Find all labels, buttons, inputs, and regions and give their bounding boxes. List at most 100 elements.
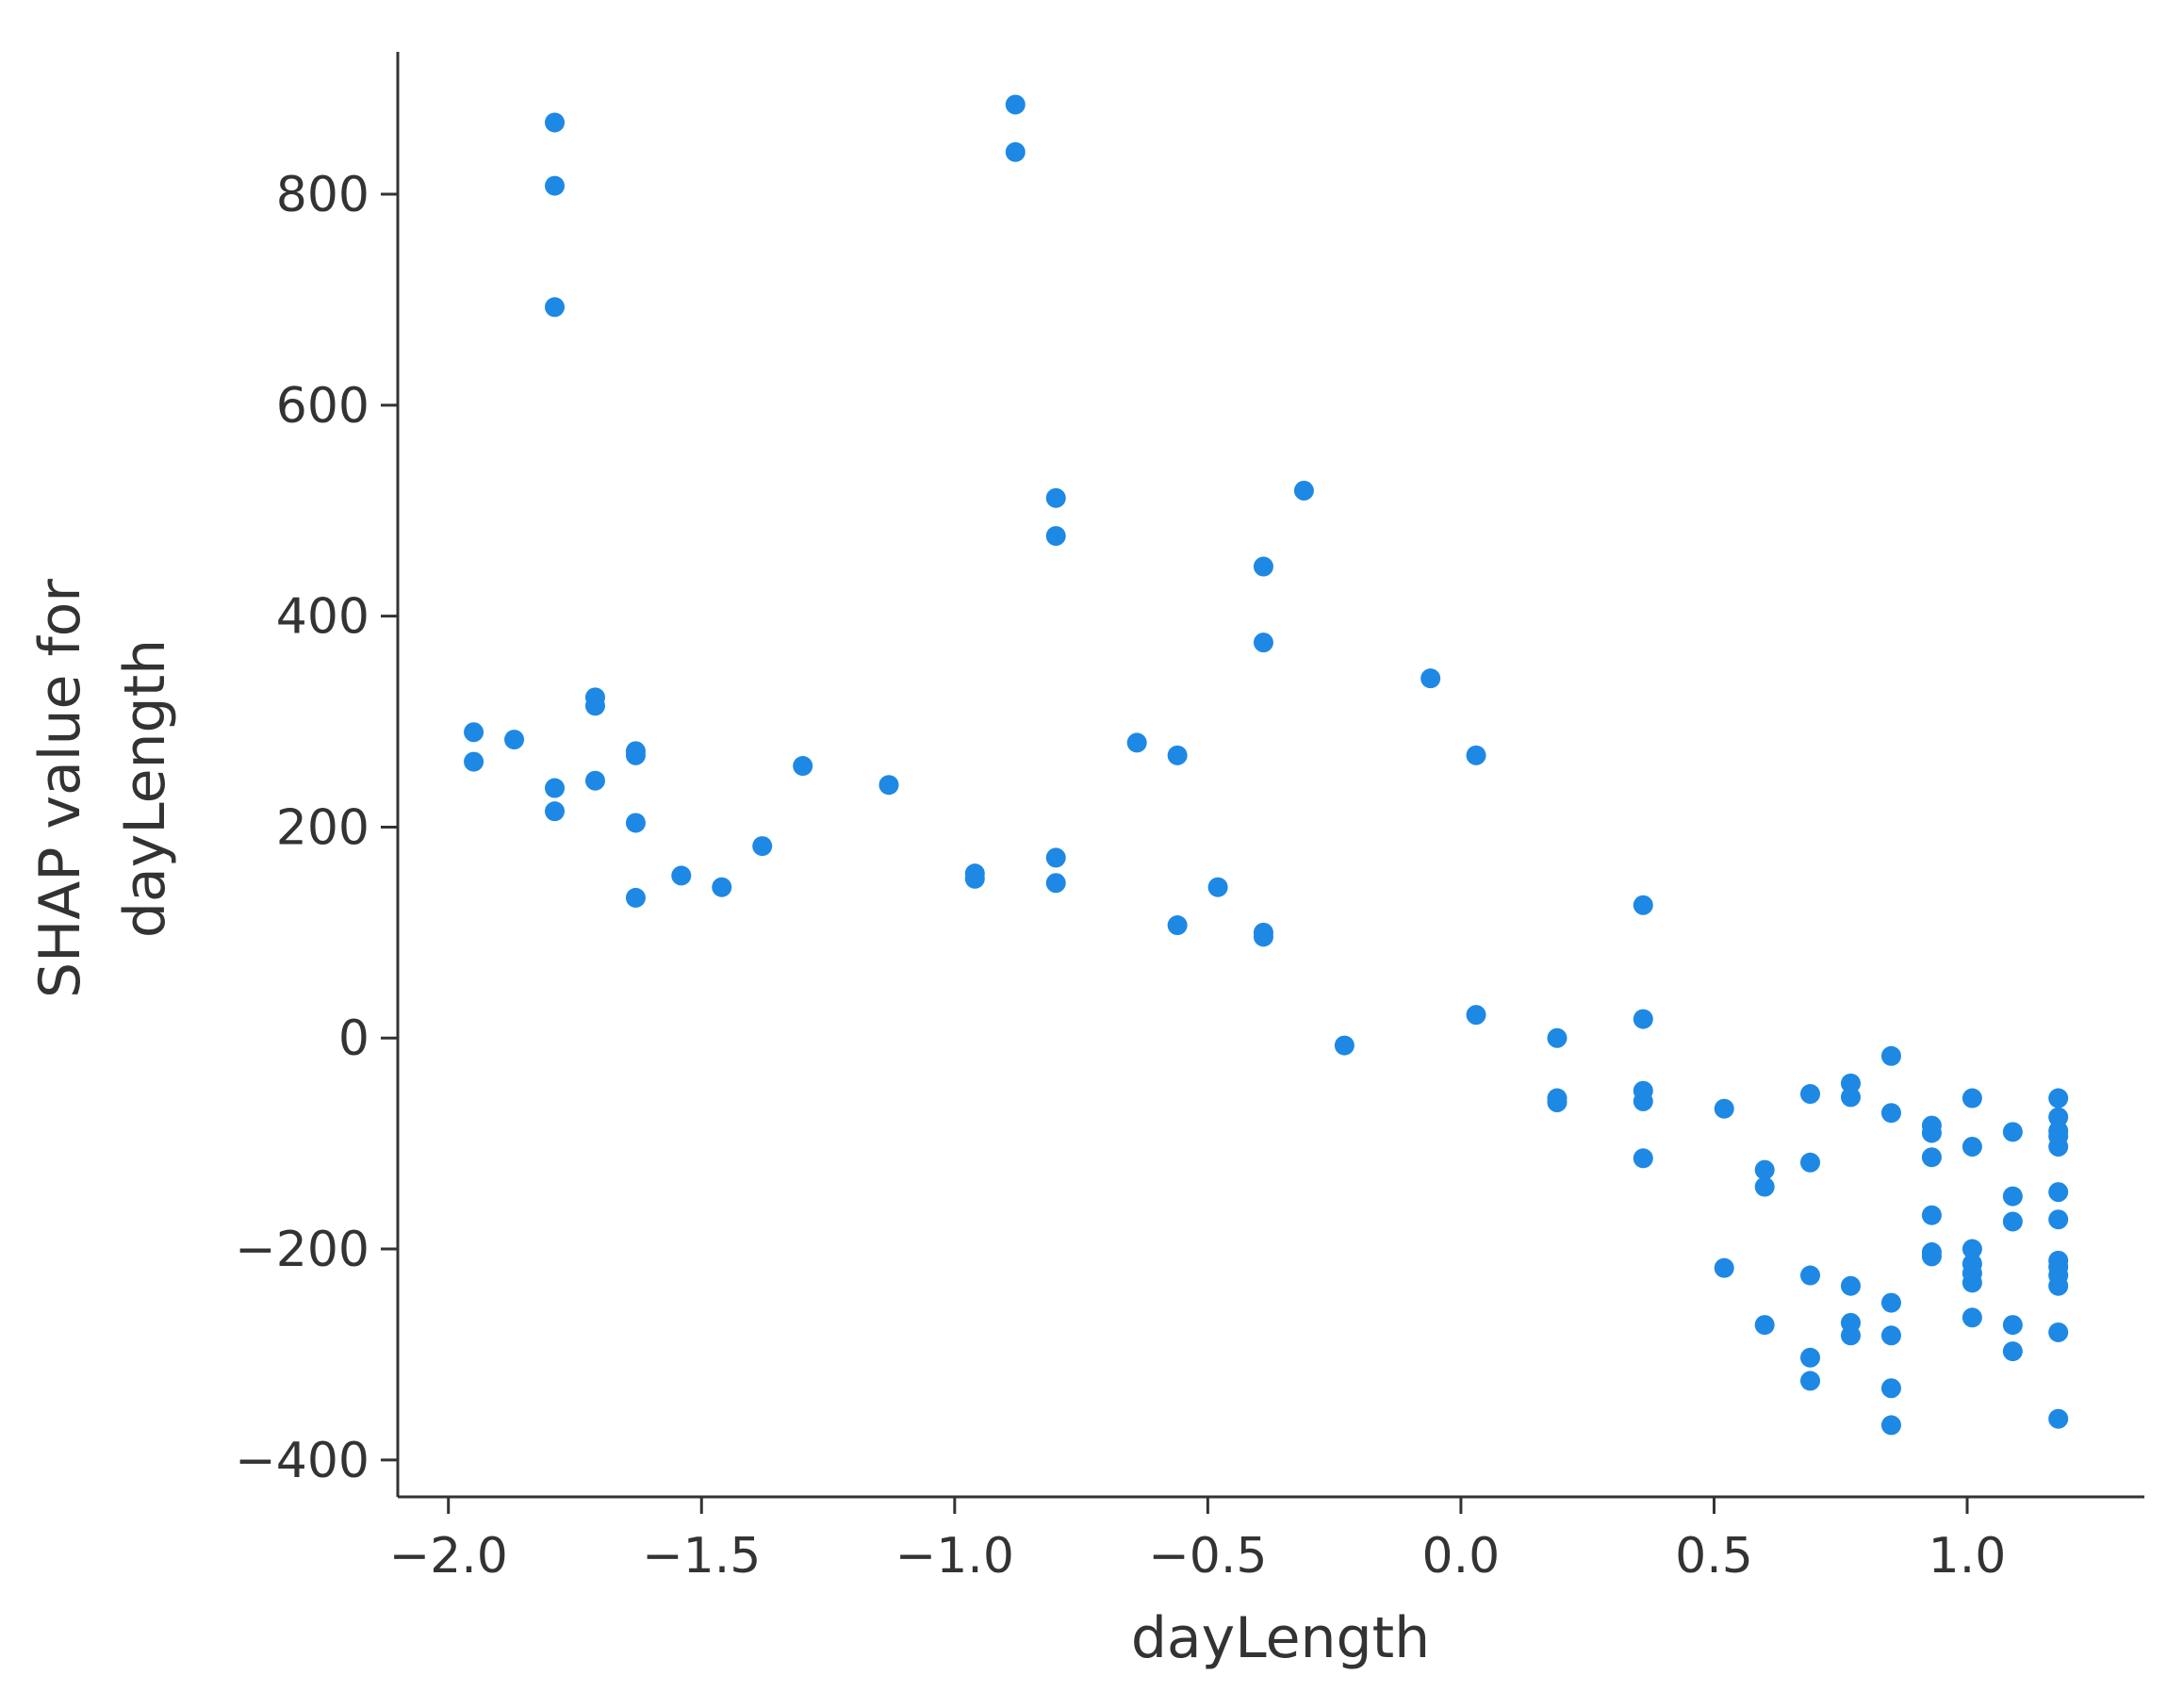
scatter-point — [2048, 1136, 2069, 1157]
scatter-point — [625, 887, 646, 908]
scatter-point — [1334, 1035, 1354, 1056]
scatter-point — [2002, 1122, 2023, 1142]
y-tick-label: −400 — [235, 1433, 369, 1489]
scatter-point — [1880, 1378, 1901, 1399]
scatter-point — [1800, 1347, 1821, 1368]
scatter-point — [545, 801, 566, 822]
scatter-point — [671, 865, 692, 886]
scatter-point — [1754, 1176, 1775, 1197]
scatter-point — [584, 696, 605, 716]
scatter-point — [1207, 877, 1228, 897]
x-tick-label: −0.5 — [1148, 1528, 1267, 1585]
scatter-point — [1962, 1239, 1982, 1259]
x-tick-label: 0.0 — [1422, 1528, 1501, 1585]
scatter-point — [1045, 847, 1066, 868]
scatter-point — [1005, 141, 1026, 162]
scatter-point — [1167, 915, 1188, 936]
scatter-point — [1880, 1325, 1901, 1346]
scatter-point — [1840, 1073, 1861, 1093]
scatter-point — [878, 775, 899, 796]
scatter-point — [2002, 1186, 2023, 1207]
scatter-point — [1547, 1027, 1568, 1048]
scatter-point — [1880, 1103, 1901, 1124]
scatter-point — [1840, 1325, 1861, 1346]
scatter-point — [1714, 1098, 1734, 1119]
y-tick-label: 0 — [338, 1010, 369, 1067]
x-tick-label: 1.0 — [1929, 1528, 2007, 1585]
y-tick-label: 600 — [276, 378, 369, 435]
scatter-point — [545, 778, 566, 798]
axes — [396, 52, 2144, 1499]
scatter-point — [1253, 927, 1273, 947]
y-tick-label: 800 — [276, 167, 369, 223]
scatter-point — [1633, 1009, 1653, 1029]
scatter-point — [2048, 1275, 2069, 1296]
scatter-point — [1921, 1205, 1942, 1225]
scatter-point — [1253, 632, 1273, 653]
scatter-point — [752, 836, 773, 857]
scatter-point — [1045, 526, 1066, 547]
scatter-point — [1880, 1415, 1901, 1436]
scatter-point — [964, 868, 985, 889]
x-axis-label: dayLength — [1131, 1605, 1430, 1671]
scatter-point — [2048, 1408, 2069, 1429]
scatter-point — [1293, 480, 1314, 501]
scatter-point — [584, 770, 605, 791]
scatter-point — [1045, 487, 1066, 508]
scatter-point — [1800, 1371, 1821, 1391]
scatter-point — [1466, 745, 1486, 765]
scatter-point — [1167, 745, 1188, 765]
scatter-point — [793, 756, 813, 777]
scatter-point — [1005, 94, 1026, 115]
scatter-point — [1840, 1275, 1861, 1296]
scatter-point — [1714, 1257, 1734, 1278]
x-tick-label: 0.5 — [1675, 1528, 1753, 1585]
scatter-point — [1045, 873, 1066, 894]
scatter-point — [1633, 895, 1653, 915]
scatter-point — [2002, 1341, 2023, 1362]
scatter-point — [1962, 1088, 1982, 1109]
scatter-point — [2048, 1088, 2069, 1109]
scatter-point — [1633, 1091, 1653, 1111]
scatter-point — [2048, 1322, 2069, 1342]
scatter-point — [2048, 1209, 2069, 1230]
scatter-point — [464, 751, 484, 772]
scatter-point — [1633, 1148, 1653, 1169]
y-tick-label: 400 — [276, 589, 369, 646]
scatter-point — [2002, 1315, 2023, 1336]
scatter-point — [1800, 1152, 1821, 1173]
scatter-point — [464, 722, 484, 743]
scatter-point — [545, 175, 566, 196]
scatter-point — [504, 730, 525, 750]
x-tick-label: −1.5 — [642, 1528, 761, 1585]
y-axis-label-line-1: SHAP value for — [27, 579, 93, 998]
y-tick-label: −200 — [235, 1222, 369, 1278]
scatter-point — [1754, 1159, 1775, 1180]
y-axis-ticks: −400 −200 0 200 400 600 800 — [235, 167, 398, 1489]
x-axis-ticks: −2.0 −1.5 −1.0 −0.5 0.0 0.5 1.0 — [389, 1497, 2007, 1585]
scatter-point — [1880, 1292, 1901, 1313]
scatter-points — [464, 94, 2069, 1436]
scatter-point — [625, 745, 646, 765]
scatter-point — [1547, 1092, 1568, 1113]
scatter-point — [1962, 1273, 1982, 1293]
scatter-point — [1921, 1123, 1942, 1143]
scatter-point — [1962, 1307, 1982, 1328]
scatter-point — [625, 813, 646, 833]
scatter-point — [2048, 1182, 2069, 1203]
scatter-point — [1466, 1005, 1486, 1026]
scatter-point — [1880, 1045, 1901, 1066]
scatter-point — [545, 297, 566, 318]
y-tick-label: 200 — [276, 799, 369, 856]
scatter-point — [1754, 1315, 1775, 1336]
y-axis-label-line-2: dayLength — [112, 639, 178, 938]
scatter-point — [1800, 1265, 1821, 1286]
scatter-point — [2002, 1211, 2023, 1232]
scatter-point — [1420, 668, 1441, 689]
scatter-point — [1921, 1246, 1942, 1267]
scatter-point — [1126, 732, 1147, 753]
x-tick-label: −2.0 — [389, 1528, 508, 1585]
scatter-point — [1800, 1084, 1821, 1105]
scatter-point — [1840, 1087, 1861, 1108]
